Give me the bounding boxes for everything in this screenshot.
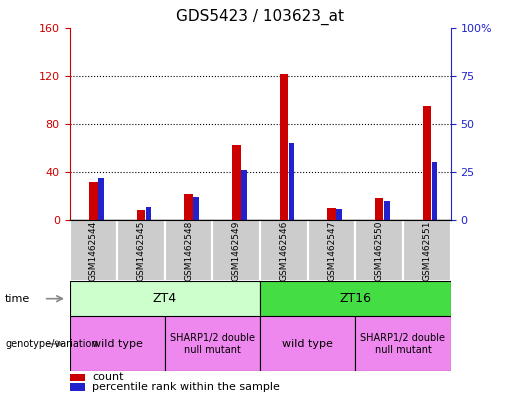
Bar (146, 207, 151, 220)
Title: GDS5423 / 103623_at: GDS5423 / 103623_at (176, 9, 344, 25)
Bar (432, 162, 437, 220)
Text: GSM1462549: GSM1462549 (232, 220, 241, 281)
Text: GSM1462547: GSM1462547 (327, 220, 336, 281)
Text: percentile rank within the sample: percentile rank within the sample (92, 382, 280, 392)
Bar (98, 178, 104, 220)
Bar (260, 281, 451, 316)
Bar (165, 316, 260, 371)
Bar (260, 220, 308, 281)
Text: SHARP1/2 double
null mutant: SHARP1/2 double null mutant (360, 333, 445, 354)
Text: wild type: wild type (282, 339, 333, 349)
Text: SHARP1/2 double
null mutant: SHARP1/2 double null mutant (170, 333, 255, 354)
Bar (117, 220, 165, 281)
Bar (384, 201, 390, 220)
Text: ZT4: ZT4 (153, 292, 177, 305)
Bar (327, 208, 336, 220)
Bar (212, 220, 260, 281)
Bar (280, 74, 288, 220)
Text: GSM1462544: GSM1462544 (89, 220, 98, 281)
Bar (89, 182, 98, 220)
Bar (355, 316, 451, 371)
Bar (70, 383, 85, 391)
Bar (288, 143, 295, 220)
Text: GSM1462550: GSM1462550 (375, 220, 384, 281)
Text: genotype/variation: genotype/variation (5, 339, 98, 349)
Bar (403, 220, 451, 281)
Text: time: time (5, 294, 30, 304)
Bar (70, 220, 117, 281)
Bar (70, 316, 165, 371)
Bar (375, 198, 384, 220)
Text: GSM1462548: GSM1462548 (184, 220, 193, 281)
Bar (260, 316, 355, 371)
Bar (70, 281, 260, 316)
Bar (70, 373, 85, 381)
Bar (336, 209, 342, 220)
Bar (422, 106, 431, 220)
Bar (307, 220, 355, 281)
Text: GSM1462551: GSM1462551 (422, 220, 431, 281)
Bar (193, 197, 199, 220)
Text: GSM1462546: GSM1462546 (280, 220, 288, 281)
Bar (355, 220, 403, 281)
Text: ZT16: ZT16 (339, 292, 371, 305)
Bar (184, 194, 193, 220)
Bar (165, 220, 212, 281)
Text: wild type: wild type (92, 339, 143, 349)
Bar (232, 145, 241, 220)
Bar (136, 211, 145, 220)
Text: count: count (92, 373, 124, 382)
Text: GSM1462545: GSM1462545 (136, 220, 145, 281)
Bar (241, 170, 247, 220)
